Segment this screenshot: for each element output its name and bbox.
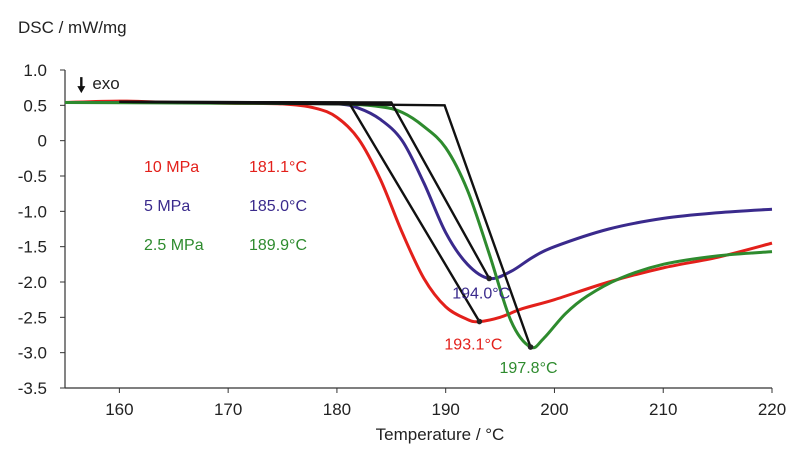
y-tick-label: 0 [38, 132, 47, 151]
exo-marker: exo [77, 74, 120, 94]
y-tick-label: -3.5 [18, 379, 47, 398]
y-tick-label: 0.5 [23, 96, 47, 115]
legend-series-name: 2.5 MPa [144, 237, 204, 254]
x-tick-label: 170 [214, 400, 242, 419]
y-tick-label: -1.0 [18, 202, 47, 221]
legend-series-name: 5 MPa [144, 198, 190, 215]
y-tick-label: -2.0 [18, 273, 47, 292]
legend: 10 MPa 181.1°C 5 MPa 185.0°C 2.5 MPa 189.9°C [144, 159, 307, 254]
x-axis-title: Temperature / °C [376, 425, 505, 444]
peak-label: 197.8°C [500, 360, 558, 377]
onset-tangent-line [119, 100, 532, 348]
exo-arrow-icon [77, 77, 86, 94]
peak-label: 194.0°C [452, 285, 510, 302]
x-tick-label: 220 [758, 400, 786, 419]
series-layer [64, 99, 773, 350]
peak-label: 193.1°C [444, 337, 502, 354]
tangent-layer [119, 100, 532, 348]
y-axis-title: DSC / mW/mg [18, 18, 127, 37]
x-tick-label: 180 [323, 400, 351, 419]
y-tick-label: 1.0 [23, 61, 47, 80]
y-tick-label: -2.5 [18, 308, 47, 327]
legend-onset-value: 185.0°C [249, 198, 307, 215]
y-tick-label: -0.5 [18, 167, 47, 186]
x-tick-label: 160 [105, 400, 133, 419]
exo-label: exo [92, 74, 119, 93]
legend-series-name: 10 MPa [144, 159, 199, 176]
x-tick-label: 190 [432, 400, 460, 419]
x-tick-label: 210 [649, 400, 677, 419]
x-tick-label: 200 [540, 400, 568, 419]
ticks: 1.0 0.5 0 -0.5 -1.0 -1.5 -2.0 -2.5 -3.0 -3.5 160 17… [18, 61, 786, 419]
peak-point [486, 275, 493, 282]
legend-onset-value: 189.9°C [249, 237, 307, 254]
peak-point [476, 318, 483, 325]
legend-onset-value: 181.1°C [249, 159, 307, 176]
series-line-25mpa [64, 101, 773, 350]
y-tick-label: -3.0 [18, 344, 47, 363]
peak-layer: 193.1°C 194.0°C 197.8°C [444, 275, 558, 377]
peak-point [527, 344, 534, 350]
axes [64, 70, 772, 389]
y-tick-label: -1.5 [18, 238, 47, 257]
